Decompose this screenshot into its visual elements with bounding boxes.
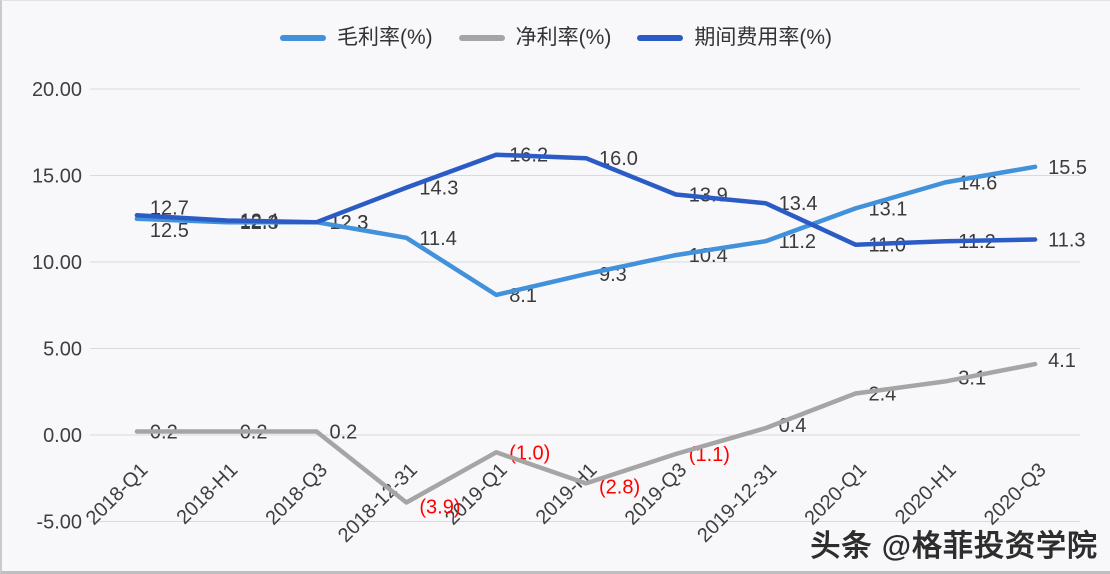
watermark-text: 头条 @格菲投资学院: [810, 530, 1098, 563]
x-category-label: 2019-12-31: [693, 459, 781, 547]
legend-item-net-margin: 净利率(%): [458, 26, 612, 49]
legend-label: 毛利率(%): [336, 26, 433, 49]
y-tick-label: 10.00: [32, 252, 82, 274]
legend-swatch-expense-ratio: [637, 34, 684, 41]
legend-item-gross-margin: 毛利率(%): [279, 26, 433, 49]
y-tick-label: 5.00: [43, 339, 82, 361]
y-tick-label: 0.00: [43, 425, 82, 447]
series-line-expense-ratio: [134, 152, 1038, 247]
data-label-expense-ratio: 13.4: [779, 193, 818, 215]
x-category-label: 2020-Q1: [800, 459, 871, 530]
chart-legend: 毛利率(%) 净利率(%) 期间费用率(%): [2, 27, 1110, 48]
data-label-expense-ratio: 16.0: [599, 148, 638, 170]
data-label-gross-margin: 11.4: [419, 228, 456, 250]
legend-label: 净利率(%): [515, 26, 612, 49]
legend-swatch-net-margin: [458, 34, 505, 41]
legend-label: 期间费用率(%): [694, 26, 832, 49]
y-tick-label: 20.00: [32, 79, 82, 101]
x-category-label: 2018-H1: [172, 459, 242, 529]
legend-item-expense-ratio: 期间费用率(%): [637, 27, 832, 48]
series-line-net-margin: [134, 361, 1038, 505]
data-label-gross-margin: 12.5: [150, 220, 189, 242]
data-label-expense-ratio: 11.3: [1048, 230, 1085, 252]
data-label-net-margin: (3.9): [419, 497, 460, 519]
y-tick-label: -5.00: [36, 512, 82, 534]
data-label-gross-margin: 11.2: [779, 231, 816, 253]
x-category-label: 2020-Q3: [980, 459, 1051, 530]
data-label-expense-ratio: 12.7: [150, 197, 189, 219]
legend-swatch-gross-margin: [279, 34, 326, 41]
x-category-label: 2020-H1: [891, 459, 961, 529]
x-category-label: 2018-Q3: [261, 459, 332, 530]
data-label-net-margin: (2.8): [599, 476, 640, 498]
x-category-label: 2019-Q1: [441, 459, 512, 530]
y-tick-label: 15.00: [32, 166, 82, 188]
data-label-net-margin: 0.2: [330, 422, 358, 444]
data-label-expense-ratio: 14.3: [419, 178, 458, 200]
x-category-label: 2018-Q1: [82, 459, 153, 530]
data-label-gross-margin: 15.5: [1048, 157, 1087, 179]
data-label-net-margin: 4.1: [1048, 350, 1076, 372]
